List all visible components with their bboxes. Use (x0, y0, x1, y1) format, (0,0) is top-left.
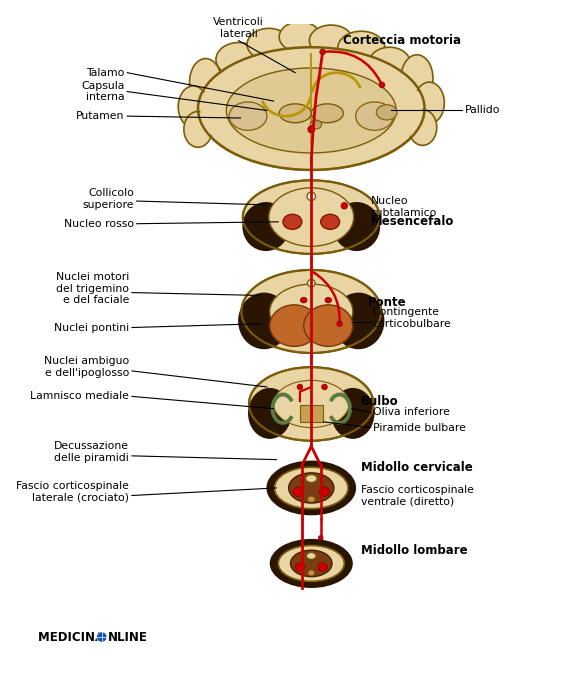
Text: Midollo cervicale: Midollo cervicale (361, 460, 473, 474)
Ellipse shape (401, 55, 433, 102)
Bar (312, 405, 322, 422)
Ellipse shape (293, 487, 303, 496)
Bar (300, 405, 310, 422)
Ellipse shape (318, 563, 327, 572)
Ellipse shape (338, 31, 385, 65)
Text: Nuclei motori
del trigemino
e del faciale: Nuclei motori del trigemino e del facial… (56, 272, 129, 305)
Ellipse shape (379, 82, 385, 88)
Ellipse shape (308, 126, 315, 132)
Ellipse shape (227, 68, 396, 153)
Ellipse shape (331, 388, 374, 439)
Text: Pallido: Pallido (465, 105, 500, 115)
Text: Ventricoli
laterali: Ventricoli laterali (213, 17, 264, 38)
Ellipse shape (320, 49, 325, 55)
Ellipse shape (229, 102, 267, 130)
Text: Talamo: Talamo (86, 68, 124, 78)
Text: Ponte: Ponte (368, 296, 406, 308)
Ellipse shape (241, 270, 381, 353)
Text: Lamnisco mediale: Lamnisco mediale (30, 392, 129, 402)
Text: Oliva inferiore: Oliva inferiore (373, 408, 450, 417)
Ellipse shape (307, 553, 316, 559)
Ellipse shape (376, 105, 397, 120)
Ellipse shape (190, 59, 221, 106)
Text: Nucleo rosso: Nucleo rosso (64, 219, 134, 229)
Ellipse shape (242, 202, 290, 251)
Text: Collicolo
superiore: Collicolo superiore (82, 188, 134, 210)
Text: Corteccia motoria: Corteccia motoria (343, 34, 461, 47)
Ellipse shape (249, 367, 374, 441)
Text: Nuclei ambiguo
e dell'ipoglosso: Nuclei ambiguo e dell'ipoglosso (44, 356, 129, 378)
Text: MEDICINA: MEDICINA (37, 630, 108, 643)
Ellipse shape (369, 47, 411, 80)
Ellipse shape (96, 632, 107, 642)
Ellipse shape (300, 297, 307, 303)
Text: Nuclei pontini: Nuclei pontini (54, 323, 129, 333)
Text: Nucleo
subtalamico: Nucleo subtalamico (371, 196, 437, 217)
Text: Piramide bulbare: Piramide bulbare (373, 423, 465, 433)
Ellipse shape (290, 550, 332, 576)
Ellipse shape (247, 28, 290, 61)
Ellipse shape (270, 539, 353, 588)
Ellipse shape (270, 284, 353, 339)
Ellipse shape (198, 47, 425, 170)
Ellipse shape (266, 460, 356, 515)
Ellipse shape (305, 475, 317, 482)
Ellipse shape (337, 321, 342, 327)
Text: Fascio corticospinale
laterale (crociato): Fascio corticospinale laterale (crociato… (16, 481, 129, 502)
Ellipse shape (310, 25, 353, 56)
Ellipse shape (288, 473, 334, 503)
Text: Capsula
interna: Capsula interna (81, 81, 124, 103)
Ellipse shape (296, 563, 305, 572)
Ellipse shape (307, 192, 315, 200)
Ellipse shape (318, 535, 323, 540)
Text: Midollo lombare: Midollo lombare (361, 544, 468, 557)
Ellipse shape (408, 109, 437, 145)
Text: Contingente
corticobulbare: Contingente corticobulbare (373, 307, 451, 329)
Ellipse shape (279, 22, 321, 52)
Ellipse shape (322, 384, 327, 389)
Ellipse shape (283, 214, 302, 230)
Ellipse shape (278, 545, 345, 581)
Ellipse shape (325, 297, 332, 303)
Ellipse shape (243, 180, 380, 254)
Text: Mesencefalo: Mesencefalo (371, 215, 454, 228)
Ellipse shape (200, 48, 422, 169)
Ellipse shape (297, 384, 303, 389)
Ellipse shape (238, 292, 290, 349)
Ellipse shape (308, 570, 315, 576)
Text: NLINE: NLINE (107, 630, 147, 643)
Ellipse shape (274, 467, 348, 509)
Ellipse shape (273, 380, 349, 427)
Ellipse shape (310, 120, 322, 129)
Ellipse shape (178, 86, 208, 128)
Ellipse shape (248, 388, 291, 439)
Text: Putamen: Putamen (76, 111, 124, 121)
Ellipse shape (279, 104, 311, 123)
Text: Decussazione
delle piramidi: Decussazione delle piramidi (54, 441, 129, 463)
Ellipse shape (216, 43, 261, 76)
Text: Fascio corticospinale
ventrale (diretto): Fascio corticospinale ventrale (diretto) (361, 485, 474, 506)
Ellipse shape (341, 202, 347, 209)
Ellipse shape (270, 305, 319, 346)
Ellipse shape (414, 82, 444, 124)
Ellipse shape (356, 102, 394, 130)
Ellipse shape (269, 188, 354, 246)
Ellipse shape (332, 292, 384, 349)
Ellipse shape (319, 487, 330, 496)
Ellipse shape (321, 214, 339, 230)
Text: Bulbo: Bulbo (361, 395, 399, 408)
Ellipse shape (333, 202, 380, 251)
Ellipse shape (308, 279, 315, 287)
Ellipse shape (311, 104, 343, 123)
Ellipse shape (308, 496, 315, 502)
Ellipse shape (304, 305, 353, 346)
Ellipse shape (184, 111, 212, 147)
